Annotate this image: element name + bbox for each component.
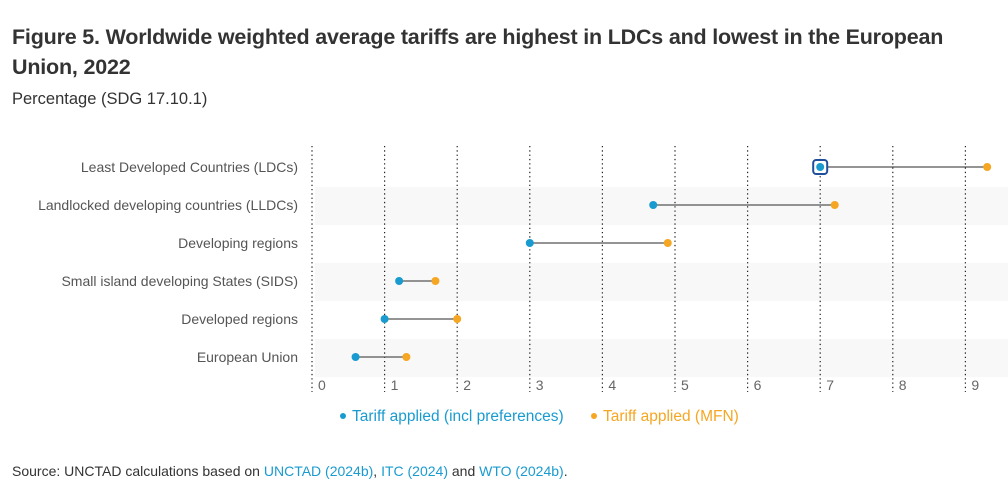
x-tick-label: 0 [318, 377, 326, 393]
point-preferences[interactable] [816, 163, 825, 171]
chart-subtitle: Percentage (SDG 17.10.1) [12, 90, 208, 108]
x-tick-label: 3 [536, 377, 544, 393]
point-preferences[interactable] [649, 201, 658, 209]
x-tick-label: 4 [608, 377, 616, 393]
x-tick-label: 9 [971, 377, 979, 393]
x-tick-label: 8 [899, 377, 907, 393]
legend-dot-icon [340, 412, 346, 419]
legend-label: Tariff applied (incl preferences) [352, 408, 564, 425]
category-label: Landlocked developing countries (LLDCs) [38, 197, 298, 213]
x-tick-label: 5 [681, 377, 689, 393]
point-mfn[interactable] [431, 277, 440, 285]
source-suffix: . [563, 463, 568, 479]
source-link-unctad[interactable]: UNCTAD (2024b) [263, 463, 374, 479]
x-tick-label: 2 [463, 377, 471, 393]
legend-item-mfn[interactable]: Tariff applied (MFN) [591, 408, 739, 426]
category-label: European Union [197, 349, 298, 365]
point-preferences[interactable] [380, 315, 389, 323]
source-note: Source: UNCTAD calculations based on UNC… [12, 463, 568, 479]
point-preferences[interactable] [395, 277, 404, 285]
source-link-itc[interactable]: ITC (2024) [381, 463, 448, 479]
x-tick-label: 1 [391, 377, 399, 393]
source-link-wto[interactable]: WTO (2024b) [479, 463, 564, 479]
point-mfn[interactable] [453, 315, 462, 323]
point-mfn[interactable] [402, 353, 411, 361]
source-prefix: Source: UNCTAD calculations based on [12, 463, 264, 479]
legend-item-preferences[interactable]: Tariff applied (incl preferences) [340, 408, 564, 426]
x-tick-label: 6 [754, 377, 762, 393]
legend-label: Tariff applied (MFN) [603, 408, 739, 425]
point-mfn[interactable] [663, 239, 672, 247]
point-mfn[interactable] [830, 201, 839, 209]
chart-title: Figure 5. Worldwide weighted average tar… [12, 25, 944, 79]
source-separator: , [373, 463, 382, 479]
x-tick-label: 7 [826, 377, 834, 393]
row-band [315, 187, 1008, 225]
point-preferences[interactable] [525, 239, 534, 247]
category-label: Developing regions [178, 235, 298, 251]
legend-dot-icon [591, 412, 597, 419]
row-band [315, 263, 1008, 301]
category-label: Small island developing States (SIDS) [61, 273, 298, 289]
point-preferences[interactable] [351, 353, 360, 361]
point-mfn[interactable] [983, 163, 992, 171]
category-label: Least Developed Countries (LDCs) [81, 159, 298, 175]
source-separator: and [448, 463, 480, 479]
category-label: Developed regions [181, 311, 298, 327]
row-band [315, 339, 1008, 377]
dumbbell-chart: Least Developed Countries (LDCs) Landlock… [38, 146, 1008, 393]
